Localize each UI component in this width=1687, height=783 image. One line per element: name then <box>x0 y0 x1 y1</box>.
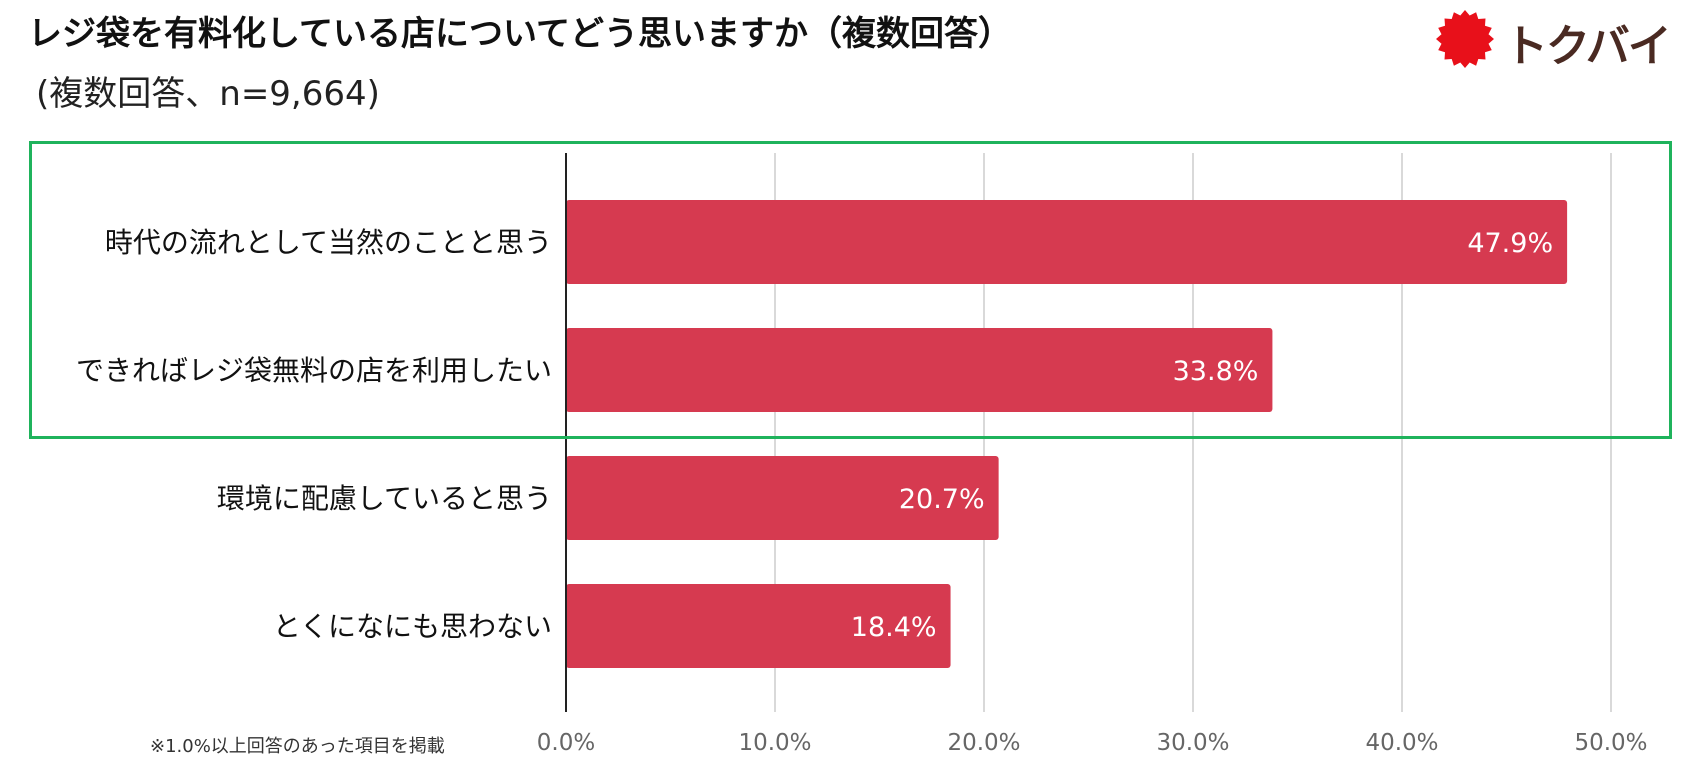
x-tick-label: 0.0% <box>537 730 595 756</box>
x-tick-label: 20.0% <box>947 730 1020 756</box>
chart-subtitle: (複数回答、n=9,664) <box>36 74 380 114</box>
bar <box>566 456 999 540</box>
x-tick-label: 10.0% <box>738 730 811 756</box>
x-tick-label: 30.0% <box>1156 730 1229 756</box>
category-label: とくになにも思わない <box>273 610 552 643</box>
x-tick-label: 50.0% <box>1574 730 1647 756</box>
chart-title: レジ袋を有料化している店についてどう思いますか（複数回答） <box>28 14 1012 54</box>
starburst-icon <box>1436 10 1494 68</box>
data-label: 33.8% <box>1173 356 1259 387</box>
category-label: 環境に配慮していると思う <box>217 482 552 515</box>
category-label: できればレジ袋無料の店を利用したい <box>76 354 552 387</box>
data-label: 20.7% <box>899 484 985 515</box>
logo-text: トクバイ <box>1504 21 1672 72</box>
bar <box>566 328 1273 412</box>
footnote: ※1.0%以上回答のあった項目を掲載 <box>150 736 445 757</box>
category-label: 時代の流れとして当然のことと思う <box>105 226 552 259</box>
brand-logo: トクバイ <box>1430 8 1672 72</box>
highlight-box <box>29 141 1672 439</box>
bar <box>566 200 1568 284</box>
data-label: 47.9% <box>1467 228 1553 259</box>
x-tick-label: 40.0% <box>1365 730 1438 756</box>
bar <box>566 584 951 668</box>
data-label: 18.4% <box>851 612 937 643</box>
